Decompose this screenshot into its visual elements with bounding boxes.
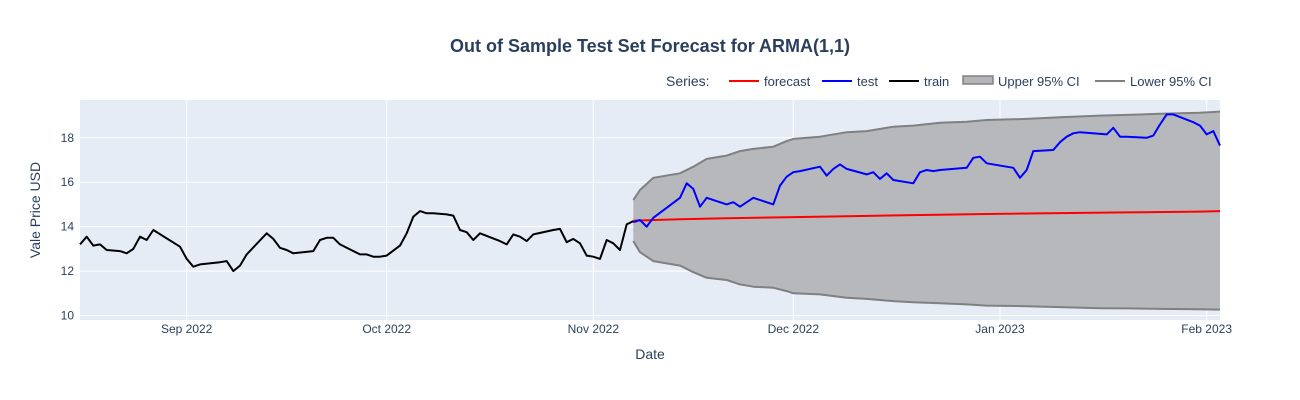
legend-label: Lower 95% CI	[1130, 74, 1212, 89]
legend-label: forecast	[764, 74, 811, 89]
x-tick-label: Jan 2023	[975, 322, 1025, 336]
legend-label: test	[857, 74, 878, 89]
y-axis-label: Vale Price USD	[27, 162, 43, 258]
legend-swatch	[962, 75, 994, 85]
legend-label: Upper 95% CI	[998, 74, 1080, 89]
legend-item[interactable]: test	[822, 74, 878, 89]
x-tick-label: Oct 2022	[362, 322, 411, 336]
legend-label: train	[924, 74, 949, 89]
legend-item[interactable]: Upper 95% CI	[962, 74, 1080, 89]
legend[interactable]: Series: forecast test train Upper 95% CI Lowe…	[666, 73, 1212, 89]
legend-item[interactable]: Lower 95% CI	[1095, 74, 1212, 89]
x-tick-label: Nov 2022	[568, 322, 620, 336]
ci-band	[633, 111, 1220, 310]
series-line-upper-95-ci	[632, 110, 1221, 201]
y-tick-label: 16	[61, 175, 75, 189]
series-line-test	[632, 113, 1221, 228]
x-tick-label: Sep 2022	[161, 322, 213, 336]
legend-item[interactable]: train	[889, 74, 949, 89]
x-tick-label: Dec 2022	[768, 322, 820, 336]
y-tick-label: 12	[61, 264, 75, 278]
y-tick-label: 18	[61, 131, 75, 145]
x-axis-label: Date	[635, 346, 665, 362]
series-line-train	[79, 210, 634, 273]
series-line-lower-95-ci	[632, 240, 1221, 311]
series-line-forecast	[633, 210, 1221, 222]
legend-title: Series:	[666, 73, 710, 89]
y-tick-label: 14	[61, 220, 75, 234]
x-axis-ticks: Sep 2022 Oct 2022 Nov 2022 Dec 2022 Jan 2023…	[161, 322, 1232, 336]
x-tick-label: Feb 2023	[1181, 322, 1232, 336]
legend-item[interactable]: forecast	[729, 74, 811, 89]
y-tick-label: 10	[61, 309, 75, 323]
y-axis-ticks: 10 12 14 16 18	[61, 131, 75, 323]
series-layer	[79, 110, 1221, 311]
chart-title: Out of Sample Test Set Forecast for ARMA…	[450, 36, 850, 56]
